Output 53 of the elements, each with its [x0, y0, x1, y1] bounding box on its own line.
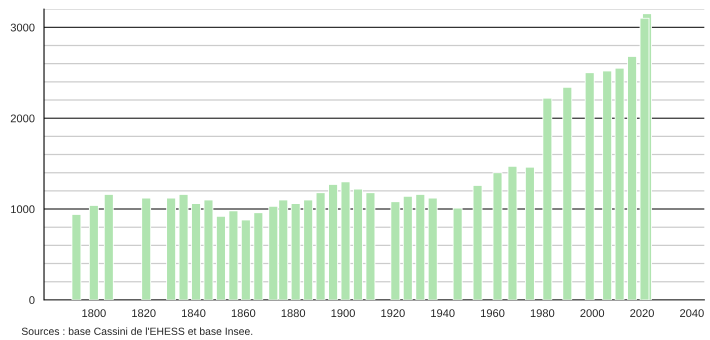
x-tick-label: 2000: [580, 309, 604, 318]
x-tick-label: 2040: [680, 309, 704, 318]
bar: [472, 184, 482, 300]
bar: [562, 86, 572, 300]
bar: [390, 201, 400, 300]
bar: [340, 181, 350, 300]
bar: [402, 196, 413, 300]
bar: [452, 208, 463, 300]
x-tick-label: 1920: [381, 309, 405, 318]
bar: [240, 220, 251, 300]
x-tick-label: 1940: [431, 309, 455, 318]
bar: [316, 192, 326, 300]
bar: [191, 203, 201, 300]
bar: [253, 212, 264, 300]
bar: [542, 98, 552, 300]
y-tick-label: 0: [29, 296, 35, 304]
y-tick-label: 1000: [11, 205, 35, 214]
bar: [508, 166, 518, 300]
bar: [492, 172, 502, 300]
y-tick-label: 3000: [10, 24, 35, 32]
bar: [328, 184, 338, 300]
x-tick-label: 1840: [182, 309, 206, 318]
bar: [614, 68, 625, 300]
bar: [141, 198, 152, 300]
bar: [228, 210, 238, 300]
x-tick-label: 1860: [232, 309, 256, 318]
bar: [428, 198, 438, 300]
y-tick-label: 2000: [10, 114, 35, 122]
bar: [524, 166, 535, 300]
source-note: Sources : base Cassini de l'EHESS et base Insee.: [22, 327, 252, 336]
bar: [303, 200, 314, 300]
bar: [104, 194, 114, 300]
x-tick-label: 1980: [530, 309, 554, 318]
bar: [353, 188, 363, 300]
bar: [627, 56, 637, 300]
bar: [640, 18, 650, 300]
bar: [204, 200, 214, 300]
bar: [366, 192, 376, 300]
x-tick-label: 1820: [132, 309, 156, 318]
bar: [72, 214, 82, 300]
bar: [88, 204, 99, 300]
bar: [216, 216, 226, 300]
x-tick-label: 2020: [630, 309, 654, 318]
bar: [178, 194, 188, 300]
x-tick-label: 1960: [481, 309, 504, 318]
bar: [602, 70, 612, 300]
bar: [290, 203, 301, 300]
x-tick-label: 1800: [82, 309, 106, 318]
bar: [584, 72, 595, 300]
x-tick-label: 1880: [282, 309, 306, 318]
x-tick-label: 1900: [332, 309, 355, 318]
bar: [166, 198, 176, 300]
bar: [415, 194, 426, 300]
